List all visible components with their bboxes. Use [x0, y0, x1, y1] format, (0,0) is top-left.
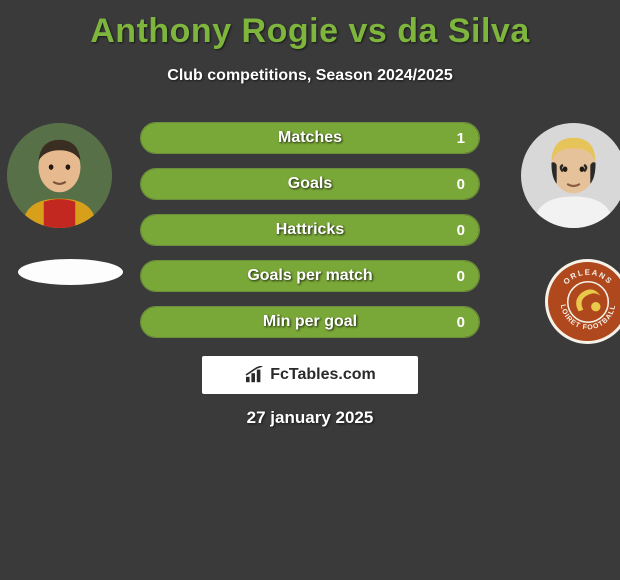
stat-label: Goals [141, 169, 479, 199]
brand-box: FcTables.com [202, 356, 418, 394]
stat-label: Matches [141, 123, 479, 153]
page-title: Anthony Rogie vs da Silva [0, 0, 620, 51]
stats-panel: Matches1Goals0Hattricks0Goals per match0… [140, 122, 480, 352]
stat-row: Matches1 [140, 122, 480, 154]
stat-label: Hattricks [141, 215, 479, 245]
stat-row: Goals0 [140, 168, 480, 200]
stat-value-right: 0 [457, 261, 465, 291]
stat-row: Min per goal0 [140, 306, 480, 338]
stat-row: Goals per match0 [140, 260, 480, 292]
club-right-badge: ORLEANS LOIRET FOOTBALL [545, 259, 620, 344]
stat-value-right: 0 [457, 215, 465, 245]
brand-text: FcTables.com [270, 366, 376, 384]
date-label: 27 january 2025 [0, 408, 620, 428]
player-right-avatar [521, 123, 620, 228]
stat-label: Goals per match [141, 261, 479, 291]
stat-label: Min per goal [141, 307, 479, 337]
subtitle: Club competitions, Season 2024/2025 [0, 67, 620, 85]
stat-value-right: 0 [457, 169, 465, 199]
stat-value-right: 1 [457, 123, 465, 153]
stat-row: Hattricks0 [140, 214, 480, 246]
bar-chart-icon [244, 366, 266, 384]
club-left-badge [18, 259, 123, 285]
stat-value-right: 0 [457, 307, 465, 337]
player-left-avatar [7, 123, 112, 228]
